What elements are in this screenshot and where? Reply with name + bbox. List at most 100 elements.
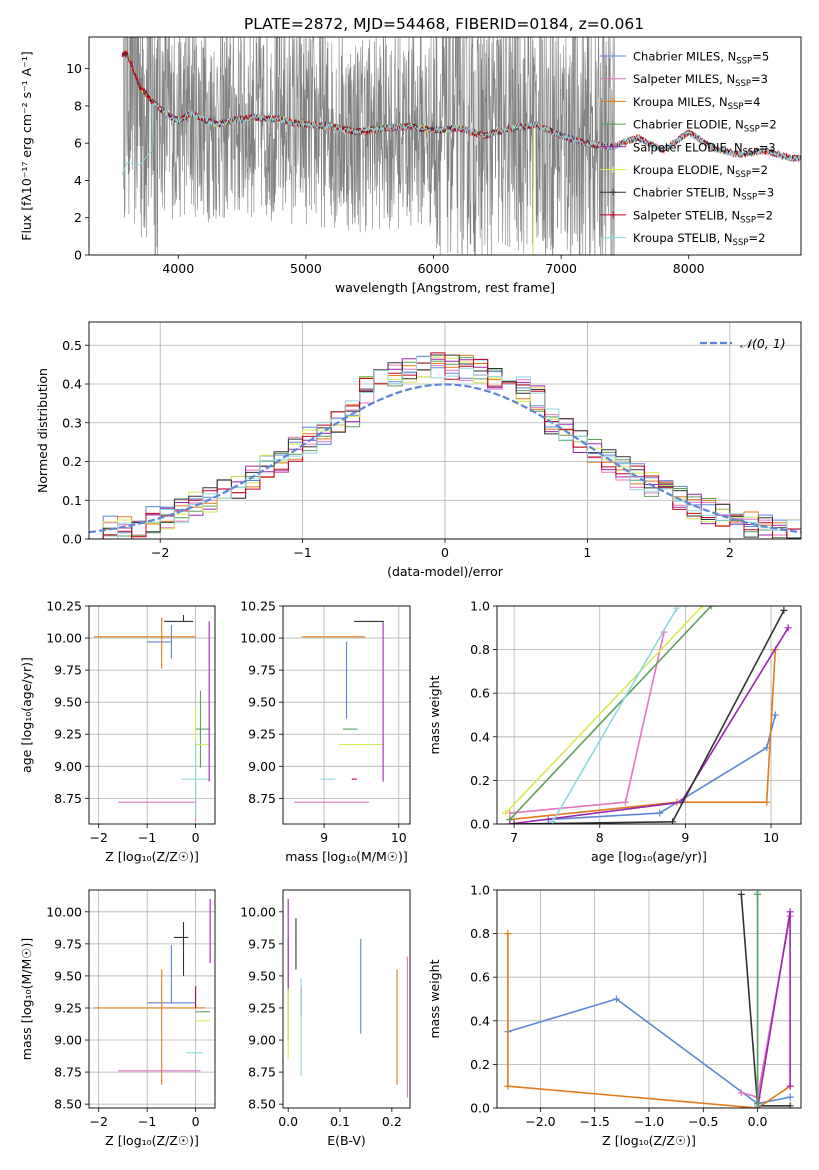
x-axis-label: age [log₁₀(age/yr)]: [591, 849, 707, 864]
legend-marker: [609, 211, 617, 219]
point-salpeter-miles: [118, 782, 197, 822]
y-axis-label: mass [log₁₀(M/M☉)]: [19, 938, 34, 1060]
panel-age-vs-Z: −2 −1 0 8.75 9.00 9.25 9.50 9.75 10.00 10.25 Z [lo…: [19, 599, 216, 864]
y-tick-label: 8.75: [54, 791, 82, 806]
legend-label: Kroupa ELODIE, NSSP=2: [633, 163, 768, 180]
normal-curve: [89, 383, 801, 534]
axes-frame: [88, 36, 802, 256]
x-tick-label: −1: [138, 830, 156, 845]
x-axis-label: Z [log₁₀(Z/Z☉)]: [105, 1133, 199, 1148]
legend-marker: [609, 166, 617, 173]
y-axis-label: age [log₁₀(age/yr)]: [19, 657, 34, 773]
panel-massweight-vs-age: 7 8 9 10 0.0 0.2 0.4 0.6 0.8 1.0 age [log₁₀(age/yr…: [427, 599, 802, 864]
y-tick-label: 10.00: [240, 631, 276, 646]
marker: [786, 1102, 794, 1108]
grid: [497, 605, 801, 825]
y-axis-label: Flux [fλ10⁻¹⁷ erg cm⁻² s⁻¹ A⁻¹]: [19, 51, 34, 240]
x-tick-label: 0: [192, 830, 200, 845]
axes-frame: [282, 889, 411, 1109]
point-chabrier-stelib: [164, 614, 194, 622]
series-chabrier-elodie: [506, 606, 715, 824]
y-tick-label: 9.00: [248, 1033, 276, 1048]
model-line-kroupa-stelib: [121, 102, 801, 176]
y-tick-label: 6: [74, 136, 82, 151]
y-tick-label: 9.25: [54, 727, 82, 742]
y-tick-label: 9.75: [248, 663, 276, 678]
y-tick-label: 9.00: [54, 1033, 82, 1048]
y-tick-label: 1.0: [470, 883, 490, 898]
series-chabrier-stelib: [510, 606, 788, 824]
x-tick-label: 0.2: [382, 1114, 402, 1129]
x-tick-label: −2: [151, 545, 169, 560]
y-tick-label: 2: [74, 210, 82, 225]
x-tick-label: 0: [192, 1114, 200, 1129]
panel-massweight-vs-Z: −2.0 −1.5 −1.0 −0.5 0.0 0.0 0.2 0.4 0.6 0.8 1.0 Z […: [427, 883, 802, 1148]
y-tick-label: 0.2: [62, 454, 82, 469]
x-tick-label: 0.0: [748, 1114, 768, 1129]
marker: [673, 606, 681, 612]
axes-frame: [88, 321, 802, 540]
series-kroupa-miles: [506, 646, 779, 824]
x-tick-label: 10: [763, 830, 779, 845]
y-tick-label: 9.75: [248, 936, 276, 951]
y-tick-label: 9.25: [248, 1000, 276, 1015]
x-tick-label: −2: [89, 1114, 107, 1129]
x-tick-label: −1.5: [580, 1114, 610, 1129]
x-tick-label: 9: [681, 830, 689, 845]
series-chabrier-stelib: [737, 890, 794, 1108]
panel-age-vs-mass: 9 10 8.75 9.00 9.25 9.50 9.75 10.00 10.25 mass [l…: [240, 599, 411, 864]
legend-label: Salpeter STELIB, NSSP=2: [633, 208, 773, 225]
y-tick-label: 10.00: [46, 904, 82, 919]
y-tick-label: 0.1: [62, 493, 82, 508]
x-axis-label: mass [log₁₀(M/M☉)]: [285, 849, 407, 864]
marker: [737, 890, 745, 898]
axes-frame: [282, 605, 411, 825]
point-chabrier-miles: [147, 625, 172, 659]
y-tick-label: 0.4: [470, 729, 490, 744]
marker: [771, 711, 779, 719]
point-kroupa-elodie: [195, 706, 211, 783]
y-tick-label: 0.6: [470, 970, 490, 985]
series-line: [552, 607, 678, 823]
series-salpeter-miles: [506, 628, 668, 817]
y-tick-label: 8.50: [54, 1097, 82, 1112]
y-tick-label: 9.50: [54, 968, 82, 983]
x-tick-label: −1: [138, 1114, 156, 1129]
y-tick-label: 8.75: [54, 1065, 82, 1080]
y-tick-label: 8.50: [248, 1097, 276, 1112]
y-tick-label: 9.50: [54, 695, 82, 710]
x-tick-label: 7: [510, 830, 518, 845]
series-chabrier-elodie: [754, 890, 762, 1108]
spectrum-title: PLATE=2872, MJD=54468, FIBERID=0184, z=0…: [244, 15, 644, 33]
y-tick-label: 9.75: [54, 663, 82, 678]
x-tick-label: −0.5: [688, 1114, 718, 1129]
marker: [780, 606, 788, 614]
axes-frame: [88, 889, 216, 1109]
x-tick-label: 6000: [418, 261, 450, 276]
x-tick-label: 2: [726, 545, 734, 560]
y-tick-label: 0.5: [62, 338, 82, 353]
legend-label: Kroupa MILES, NSSP=4: [633, 95, 760, 112]
y-tick-label: 9.00: [54, 759, 82, 774]
panel-spectrum: 4000 5000 6000 7000 8000 0 2 4 6 8 10 wavelength [A…: [19, 36, 802, 295]
marker: [786, 1082, 794, 1090]
legend-label: Chabrier MILES, NSSP=5: [633, 50, 769, 67]
y-tick-label: 0.2: [470, 773, 490, 788]
legend-marker: [609, 97, 617, 105]
panel-mass-vs-Z: −2 −1 0 8.50 8.75 9.00 9.25 9.50 9.75 10.00 Z [log…: [19, 889, 216, 1148]
y-axis-label: mass weight: [427, 675, 442, 754]
marker: [737, 1089, 745, 1097]
marker: [656, 809, 664, 817]
series-line: [509, 606, 712, 821]
y-tick-label: 0.4: [62, 377, 82, 392]
series-line: [514, 610, 785, 824]
marker: [506, 820, 514, 824]
x-tick-label: 0: [441, 545, 449, 560]
model-line-salpeter-stelib: [121, 51, 801, 162]
x-axis-label: E(B-V): [327, 1133, 366, 1148]
y-axis-label: mass weight: [427, 959, 442, 1038]
y-tick-label: 9.00: [248, 759, 276, 774]
y-tick-label: 10.25: [240, 599, 276, 614]
marker: [549, 818, 557, 824]
